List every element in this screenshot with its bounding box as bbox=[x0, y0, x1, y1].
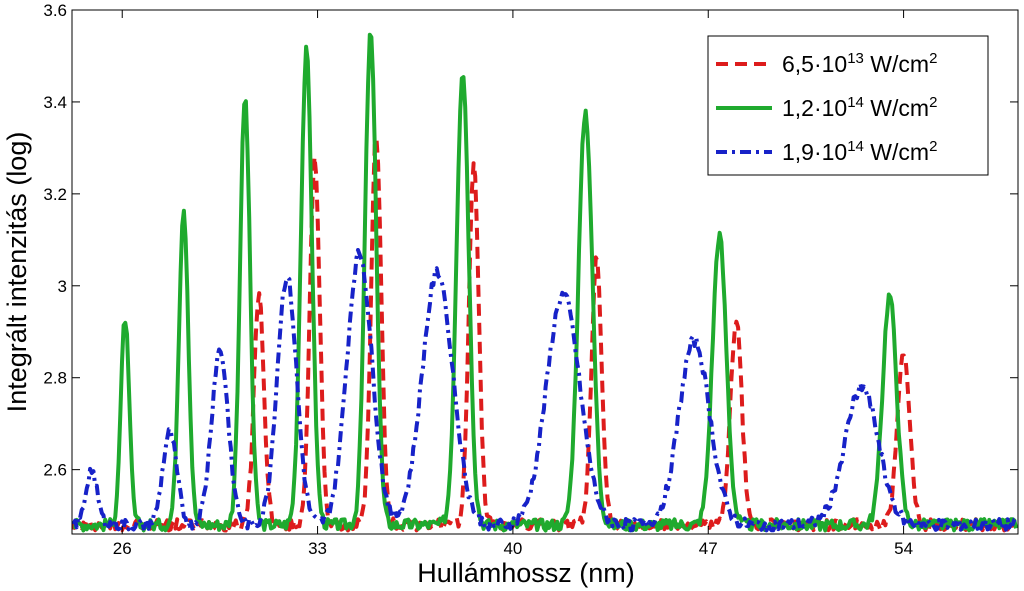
legend-unit: W/cm bbox=[864, 139, 929, 165]
legend-unit-exponent: 2 bbox=[929, 50, 937, 67]
y-tick-label: 2.6 bbox=[43, 461, 67, 480]
legend-base: 1,9·10 bbox=[782, 139, 847, 165]
tick-layer: 26 33 40 47 54 2.6 2.8 3 3.2 3.4 3.6 bbox=[43, 1, 1018, 558]
legend-label-2: 1,2·1014 W/cm2 bbox=[782, 94, 937, 121]
x-tick-label: 54 bbox=[894, 539, 913, 558]
legend-label-3: 1,9·1014 W/cm2 bbox=[782, 138, 937, 165]
series-line-2 bbox=[73, 32, 1018, 533]
y-tick-label: 3.4 bbox=[43, 93, 67, 112]
legend-label-1: 6,5·1013 W/cm2 bbox=[782, 50, 937, 77]
y-tick-label: 2.8 bbox=[43, 369, 67, 388]
y-tick-label: 3.6 bbox=[43, 1, 67, 20]
x-axis-title: Hullámhossz (nm) bbox=[417, 558, 635, 588]
y-tick-label: 3.2 bbox=[43, 185, 67, 204]
legend-unit-exponent: 2 bbox=[929, 94, 937, 111]
legend-base: 6,5·10 bbox=[782, 51, 847, 77]
legend-unit: W/cm bbox=[864, 95, 929, 121]
legend-unit-exponent: 2 bbox=[929, 138, 937, 155]
legend-exponent: 14 bbox=[847, 138, 864, 155]
legend-base: 1,2·10 bbox=[782, 95, 847, 121]
y-axis-title: Integrált intenzitás (log) bbox=[2, 132, 32, 413]
x-tick-label: 26 bbox=[113, 539, 132, 558]
x-tick-label: 33 bbox=[308, 539, 327, 558]
legend-unit: W/cm bbox=[864, 51, 929, 77]
x-tick-label: 40 bbox=[503, 539, 522, 558]
legend-box bbox=[707, 35, 989, 176]
y-tick-label: 3 bbox=[58, 277, 67, 296]
x-tick-label: 47 bbox=[699, 539, 718, 558]
legend-exponent: 14 bbox=[847, 94, 864, 111]
plot-frame bbox=[71, 9, 1019, 535]
legend-exponent: 13 bbox=[847, 50, 864, 67]
series-layer bbox=[71, 32, 1018, 533]
series-line-3 bbox=[71, 248, 1017, 533]
